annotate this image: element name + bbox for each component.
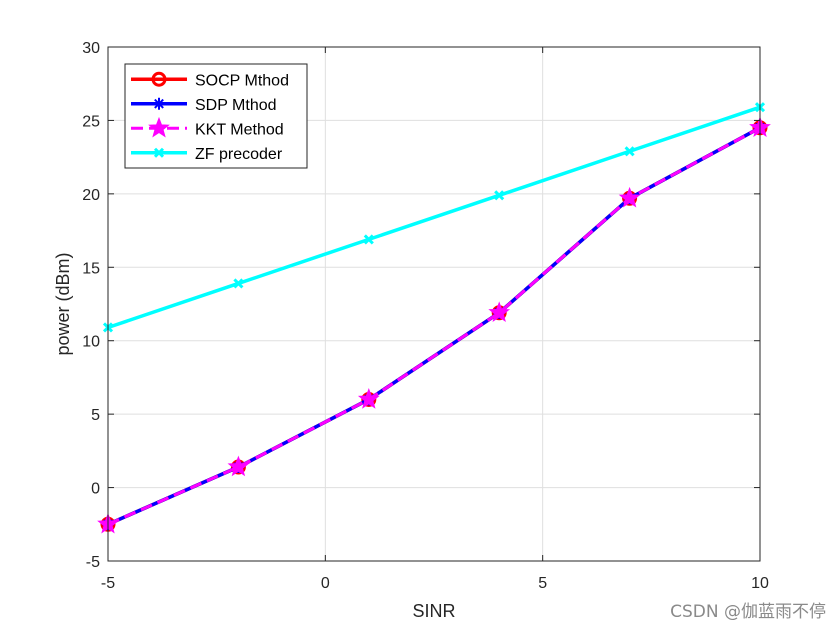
series-group	[97, 102, 771, 534]
series-4	[102, 102, 766, 333]
data-point-marker	[227, 455, 250, 477]
x-tick-label: 0	[321, 575, 330, 592]
x-tick-label: -5	[101, 575, 115, 592]
legend-entry: ZF precoder	[131, 146, 283, 163]
data-point-marker	[624, 146, 635, 157]
legend-entry: SOCP Mthod	[131, 71, 289, 89]
legend-entry: KKT Method	[131, 116, 284, 138]
series-line	[107, 105, 761, 330]
legend-label: SOCP Mthod	[195, 72, 289, 89]
series-line	[107, 126, 761, 526]
axis-ticks: -5 0 5 10 -5 0 5 10 15 20 25 30	[82, 40, 769, 592]
y-axis-label: power (dBm)	[53, 252, 73, 355]
watermark-text: CSDN @伽蓝雨不停	[670, 602, 826, 622]
data-point-marker	[494, 190, 505, 201]
y-tick-label: 15	[82, 260, 100, 277]
y-tick-label: 0	[91, 481, 100, 498]
legend-marker	[148, 116, 170, 138]
data-point-marker	[618, 186, 641, 208]
legend-entry: SDP Mthod	[131, 97, 277, 114]
data-point-marker	[357, 388, 380, 409]
y-tick-label: 5	[91, 407, 100, 424]
legend-label: KKT Method	[195, 121, 284, 138]
x-tick-label: 10	[751, 575, 769, 592]
x-axis-label: SINR	[412, 601, 455, 621]
y-tick-label: -5	[86, 554, 100, 571]
legend-label: ZF precoder	[195, 146, 283, 163]
data-point-marker	[233, 278, 244, 289]
legend-label: SDP Mthod	[195, 97, 277, 114]
data-point-marker	[488, 301, 511, 323]
plot-border	[107, 46, 761, 562]
legend-marker	[153, 147, 165, 158]
x-tick-label: 5	[538, 575, 547, 592]
data-point-marker	[363, 234, 374, 245]
legend-marker	[153, 97, 165, 110]
y-tick-label: 25	[82, 113, 100, 130]
legend-marker	[151, 71, 167, 87]
y-tick-label: 10	[82, 334, 100, 351]
y-tick-label: 30	[82, 40, 100, 57]
y-tick-label: 20	[82, 187, 100, 204]
legend: SOCP Mthod SDP Mthod KKT Method ZF precoder	[124, 63, 308, 169]
